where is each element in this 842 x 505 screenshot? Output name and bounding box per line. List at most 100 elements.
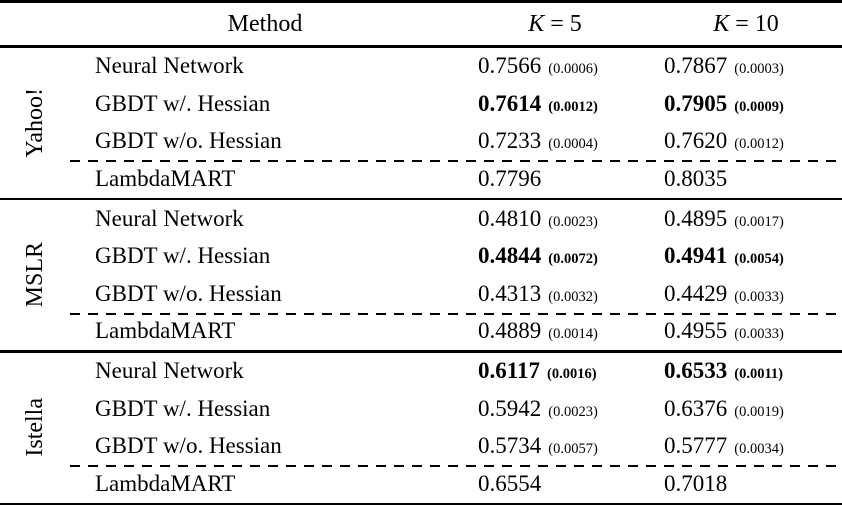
k5-value: 0.4810 (478, 205, 542, 231)
table-row: LambdaMART 0.4889 (0.0014) 0.4955 (0.003… (70, 312, 842, 350)
k10-stddev: (0.0017) (734, 213, 784, 230)
group-divider-rule (0, 197, 842, 200)
bottom-rule (0, 502, 842, 505)
k10-value: 0.7905 (664, 90, 728, 116)
k5-stddev: (0.0072) (548, 251, 598, 268)
table-row: GBDT w/o. Hessian 0.7233 (0.0004) 0.7620… (70, 123, 842, 161)
k5-stddev: (0.0006) (548, 61, 598, 78)
table-row: GBDT w/o. Hessian 0.4313 (0.0032) 0.4429… (70, 275, 842, 313)
k10-cell: 0.8035 (650, 166, 842, 192)
k5-cell: 0.4810 (0.0023) (460, 206, 650, 232)
k5-cell: 0.4889 (0.0014) (460, 318, 650, 344)
table-row: Neural Network 0.4810 (0.0023) 0.4895 (0… (70, 200, 842, 238)
k5-cell: 0.5942 (0.0023) (460, 396, 650, 422)
dataset-label-text: Istella (21, 398, 48, 457)
k10-stddev: (0.0012) (734, 136, 784, 153)
table-row: GBDT w/. Hessian 0.5942 (0.0023) 0.6376 … (70, 390, 842, 428)
table-row: GBDT w/o. Hessian 0.5734 (0.0057) 0.5777… (70, 428, 842, 466)
k5-stddev: (0.0004) (548, 136, 598, 153)
k10-value: 0.4955 (664, 318, 728, 344)
k10-value: 0.5777 (664, 433, 728, 459)
k5-stddev: (0.0016) (546, 366, 597, 383)
header-method: Method (227, 10, 303, 37)
table-row: LambdaMART 0.7796 0.8035 (70, 160, 842, 198)
k5-stddev: (0.0012) (548, 98, 598, 115)
group-rows: Neural Network 0.6117 (0.0016) 0.6533 (0… (70, 353, 842, 503)
k5-cell: 0.7796 (460, 166, 650, 192)
k5-value: 0.4844 (478, 243, 542, 269)
dataset-label: Istella (0, 353, 70, 503)
header-k5: K = 5 (528, 10, 582, 37)
k10-value: 0.7620 (664, 128, 728, 154)
k5-cell: 0.4844 (0.0072) (460, 243, 650, 269)
k10-cell: 0.6533 (0.0011) (650, 358, 842, 384)
method-cell: GBDT w/o. Hessian (95, 280, 282, 306)
k5-value: 0.4313 (478, 280, 542, 306)
k5-value: 0.7614 (478, 90, 542, 116)
header-k10: K = 10 (713, 10, 779, 37)
table-row: Neural Network 0.6117 (0.0016) 0.6533 (0… (70, 353, 842, 391)
k10-cell: 0.4941 (0.0054) (650, 243, 842, 269)
k10-stddev: (0.0033) (734, 288, 784, 305)
table-row: GBDT w/. Hessian 0.4844 (0.0072) 0.4941 … (70, 238, 842, 276)
k5-stddev: (0.0023) (548, 403, 598, 420)
k10-stddev: (0.0019) (734, 403, 784, 420)
k10-stddev: (0.0054) (734, 251, 784, 268)
k10-cell: 0.4429 (0.0033) (650, 281, 842, 307)
k5-cell: 0.7566 (0.0006) (460, 53, 650, 79)
method-cell: Neural Network (95, 205, 244, 231)
k5-value: 0.7796 (478, 165, 542, 191)
table-body: Yahoo! Neural Network 0.7566 (0.0006) 0.… (0, 48, 842, 503)
k5-cell: 0.6117 (0.0016) (460, 358, 650, 384)
dataset-label-text: MSLR (21, 242, 48, 308)
k5-value: 0.5942 (478, 395, 542, 421)
k10-value: 0.6376 (664, 395, 728, 421)
k10-stddev: (0.0034) (734, 441, 784, 458)
method-cell: GBDT w/. Hessian (95, 243, 271, 269)
method-cell: LambdaMART (95, 165, 236, 191)
dataset-label: Yahoo! (0, 48, 70, 198)
k5-value: 0.6554 (478, 470, 542, 496)
group-rows: Neural Network 0.4810 (0.0023) 0.4895 (0… (70, 200, 842, 350)
k10-cell: 0.7905 (0.0009) (650, 91, 842, 117)
k10-cell: 0.4955 (0.0033) (650, 318, 842, 344)
k10-stddev: (0.0009) (734, 98, 784, 115)
k10-stddev: (0.0011) (734, 366, 783, 383)
k10-value: 0.4895 (664, 205, 728, 231)
table-header-row: Method K = 5 K = 10 (0, 3, 842, 45)
k10-cell: 0.7620 (0.0012) (650, 128, 842, 154)
k5-stddev: (0.0023) (548, 213, 598, 230)
k10-stddev: (0.0003) (734, 61, 784, 78)
k10-cell: 0.5777 (0.0034) (650, 433, 842, 459)
dataset-group: Istella Neural Network 0.6117 (0.0016) 0… (0, 353, 842, 503)
k5-value: 0.5734 (478, 433, 542, 459)
group-divider-rule (0, 350, 842, 353)
k5-cell: 0.7614 (0.0012) (460, 91, 650, 117)
k10-value: 0.7867 (664, 53, 728, 79)
k10-cell: 0.7867 (0.0003) (650, 53, 842, 79)
k10-cell: 0.7018 (650, 471, 842, 497)
k5-value: 0.7233 (478, 128, 542, 154)
dataset-label: MSLR (0, 200, 70, 350)
k5-stddev: (0.0014) (548, 326, 598, 343)
dataset-group: Yahoo! Neural Network 0.7566 (0.0006) 0.… (0, 48, 842, 198)
method-cell: Neural Network (95, 53, 244, 79)
k10-value: 0.6533 (664, 358, 728, 384)
group-rows: Neural Network 0.7566 (0.0006) 0.7867 (0… (70, 48, 842, 198)
top-rule (0, 0, 842, 3)
method-cell: GBDT w/o. Hessian (95, 128, 282, 154)
k5-cell: 0.4313 (0.0032) (460, 281, 650, 307)
method-cell: LambdaMART (95, 318, 236, 344)
k5-value: 0.4889 (478, 318, 542, 344)
k10-cell: 0.4895 (0.0017) (650, 206, 842, 232)
table-row: GBDT w/. Hessian 0.7614 (0.0012) 0.7905 … (70, 85, 842, 123)
k5-cell: 0.7233 (0.0004) (460, 128, 650, 154)
dataset-group: MSLR Neural Network 0.4810 (0.0023) 0.48… (0, 200, 842, 350)
method-cell: Neural Network (95, 358, 244, 384)
k10-value: 0.7018 (664, 470, 728, 496)
method-cell: GBDT w/. Hessian (95, 90, 271, 116)
dataset-label-text: Yahoo! (21, 87, 48, 158)
method-cell: GBDT w/. Hessian (95, 395, 271, 421)
k10-value: 0.8035 (664, 165, 728, 191)
